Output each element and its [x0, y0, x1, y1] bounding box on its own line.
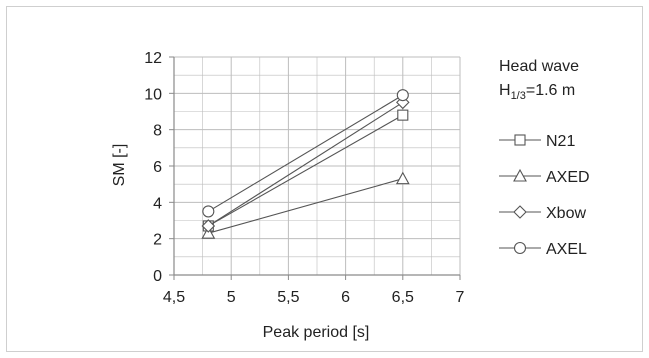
legend-marker-axed: [513, 168, 527, 182]
legend-marker-n21: [514, 134, 526, 146]
legend-item-xbow: Xbow: [499, 205, 586, 222]
y-tick-label: 10: [144, 86, 162, 103]
x-tick-label: 4,5: [163, 289, 185, 306]
x-tick-label: 6,5: [392, 289, 414, 306]
x-tick-label: 7: [456, 289, 465, 306]
series-line-axed: [208, 178, 403, 234]
legend-label-n21: N21: [546, 133, 575, 150]
x-tick-label: 6: [341, 289, 350, 306]
data-point-axel: [202, 205, 215, 218]
series-layer: [201, 89, 410, 239]
annotation-line1: Head wave: [499, 58, 579, 75]
axes: [169, 56, 461, 280]
tick-labels: 4,5 5 5,5 6 6,5 7 0 2 4 6 8 10 12: [144, 50, 464, 306]
legend-label-xbow: Xbow: [546, 205, 586, 222]
series-line-n21: [208, 114, 404, 227]
y-tick-label: 12: [144, 50, 162, 67]
legend-label-axed: AXED: [546, 169, 590, 186]
data-point-axed: [395, 171, 410, 185]
data-point-n21: [397, 109, 409, 121]
annotation-subscript: 1/3: [511, 90, 526, 102]
y-tick-label: 0: [153, 268, 162, 285]
series-axel: [202, 89, 409, 218]
y-tick-label: 8: [153, 123, 162, 140]
data-point-axel: [396, 89, 409, 102]
legend-marker-xbow: [513, 205, 527, 219]
annotation-h: H: [499, 82, 511, 99]
y-tick-label: 6: [153, 159, 162, 176]
series-line-xbow: [208, 101, 404, 227]
y-axis-label: SM [-]: [111, 144, 128, 187]
legend-item-axed: AXED: [499, 168, 590, 186]
legend-marker-axel: [513, 241, 527, 255]
chart-border: [6, 6, 643, 352]
annotation-rest: =1.6 m: [526, 82, 575, 99]
x-tick-label: 5,5: [277, 289, 299, 306]
legend: N21 AXED Xbow AXEL: [499, 133, 590, 258]
y-tick-label: 4: [153, 195, 162, 212]
x-axis-label: Peak period [s]: [263, 324, 370, 341]
legend-label-axel: AXEL: [546, 241, 587, 258]
data-point-xbow: [201, 219, 216, 233]
series-line-axel: [208, 94, 404, 212]
legend-item-n21: N21: [499, 133, 575, 150]
legend-item-axel: AXEL: [499, 241, 587, 258]
x-tick-label: 5: [227, 289, 236, 306]
annotation-line2: H1/3=1.6 m: [499, 82, 575, 102]
annotation: Head wave H1/3=1.6 m: [499, 58, 579, 102]
y-tick-label: 2: [153, 232, 162, 249]
